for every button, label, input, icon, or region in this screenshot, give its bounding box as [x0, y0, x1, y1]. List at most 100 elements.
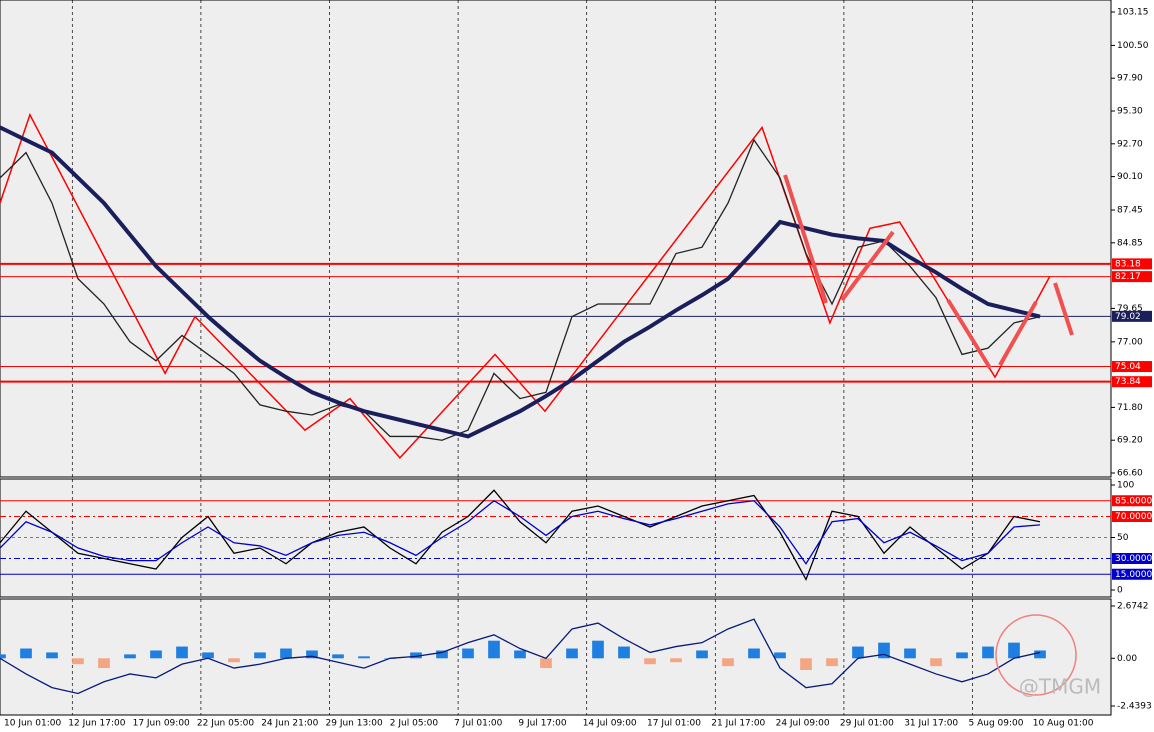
x-tick-label: 21 Jul 17:00 — [711, 719, 765, 729]
histogram-bar — [0, 654, 6, 659]
price-panel — [0, 0, 1112, 478]
level-label-box — [1112, 568, 1152, 580]
x-tick-label: 17 Jul 01:00 — [647, 719, 701, 729]
y-tick-label: 69.20 — [1117, 436, 1143, 446]
histogram-bar — [774, 652, 786, 659]
arrow — [946, 298, 992, 370]
macd-panel — [0, 598, 1112, 716]
histogram-bar — [982, 646, 994, 659]
histogram-bar — [150, 650, 162, 659]
histogram-bar — [956, 652, 968, 659]
level-label: 85.0000 — [1115, 496, 1152, 506]
y-tick-label: 100 — [1117, 481, 1134, 491]
histogram-bar — [696, 650, 708, 659]
y-tick-label: 97.90 — [1117, 74, 1143, 84]
y-tick-label: 66.60 — [1117, 469, 1143, 479]
histogram-bar — [618, 646, 630, 659]
histogram-bar — [20, 648, 32, 659]
histogram-bar — [176, 646, 188, 659]
x-tick-label: 14 Jul 09:00 — [583, 719, 637, 729]
level-label-box — [1112, 495, 1152, 507]
histogram-bar — [878, 642, 890, 659]
histogram-bar — [410, 652, 422, 659]
x-tick-label: 2 Jul 05:00 — [390, 719, 439, 729]
y-tick-label: 2.6742 — [1117, 602, 1149, 612]
highlight-circle — [995, 614, 1077, 696]
histogram-bar — [228, 658, 240, 663]
histogram-bar — [358, 656, 370, 659]
y-tick-label: 0.00 — [1117, 654, 1137, 664]
arrow — [783, 174, 828, 304]
y-tick-label: 92.70 — [1117, 139, 1143, 149]
histogram-bar — [826, 658, 838, 667]
x-tick-label: 29 Jun 13:00 — [326, 719, 383, 729]
stoch-panel — [0, 478, 1112, 598]
histogram-bar — [72, 658, 84, 665]
level-label: 15.0000 — [1115, 570, 1152, 580]
histogram-bar — [1008, 642, 1020, 659]
histogram-bar — [436, 650, 448, 659]
level-label: 83.18 — [1115, 259, 1141, 269]
level-label-box — [1112, 310, 1152, 322]
series-line — [0, 138, 1041, 441]
series-line — [0, 618, 1041, 695]
level-label: 79.02 — [1115, 312, 1141, 322]
arrow — [998, 301, 1038, 366]
arrow — [1053, 282, 1074, 336]
histogram-bar — [280, 648, 292, 659]
histogram-bar — [748, 648, 760, 659]
y-tick-label: 103.15 — [1117, 8, 1149, 18]
histogram-bar — [644, 658, 656, 665]
x-tick-label: 12 Jun 17:00 — [68, 719, 125, 729]
x-tick-label: 10 Jun 01:00 — [4, 719, 61, 729]
level-label-box — [1112, 511, 1152, 522]
y-tick-label: 84.85 — [1117, 238, 1143, 248]
y-tick-label: 90.10 — [1117, 172, 1143, 182]
arrow — [840, 230, 895, 302]
histogram-bar — [930, 658, 942, 667]
level-label-box — [1112, 553, 1152, 564]
histogram-bar — [46, 652, 58, 659]
zigzag — [0, 112, 1051, 459]
level-label: 30.0000 — [1115, 554, 1152, 564]
x-tick-label: 24 Jul 09:00 — [776, 719, 830, 729]
histogram-bar — [1034, 650, 1046, 659]
histogram-bar — [904, 648, 916, 659]
histogram-bar — [800, 658, 812, 671]
histogram-bar — [202, 652, 214, 659]
histogram-bar — [306, 650, 318, 659]
y-tick-label: 87.45 — [1117, 206, 1143, 216]
x-tick-label: 7 Jul 01:00 — [454, 719, 503, 729]
level-label: 75.04 — [1115, 362, 1141, 372]
x-tick-label: 9 Jul 17:00 — [518, 719, 567, 729]
y-tick-label: 71.80 — [1117, 403, 1143, 413]
level-label-box — [1112, 376, 1152, 388]
level-label-box — [1112, 258, 1152, 270]
level-label: 82.17 — [1115, 272, 1141, 282]
histogram-bar — [254, 652, 266, 659]
y-tick-label: 77.00 — [1117, 337, 1143, 347]
x-tick-label: 31 Jul 17:00 — [904, 719, 958, 729]
histogram-bar — [514, 650, 526, 659]
histogram-bar — [124, 654, 136, 659]
level-label-box — [1112, 361, 1152, 373]
x-tick-label: 5 Aug 09:00 — [969, 719, 1024, 729]
x-tick-label: 24 Jun 21:00 — [261, 719, 318, 729]
histogram-bar — [670, 658, 682, 663]
y-tick-label: 95.30 — [1117, 107, 1143, 117]
x-tick-label: 10 Aug 01:00 — [1033, 719, 1094, 729]
histogram-bar — [488, 640, 500, 659]
histogram-bar — [332, 654, 344, 659]
series-line — [0, 499, 1041, 565]
level-label-box — [1112, 271, 1152, 283]
x-tick-label: 17 Jun 09:00 — [133, 719, 190, 729]
histogram-bar — [98, 658, 110, 669]
level-label: 73.84 — [1115, 377, 1141, 387]
y-tick-label: 79.65 — [1117, 304, 1143, 314]
watermark: @TMGM — [1019, 675, 1101, 699]
y-tick-label: 50 — [1117, 533, 1129, 543]
y-tick-label: 0 — [1117, 586, 1123, 596]
histogram-bar — [462, 648, 474, 659]
histogram-bar — [566, 648, 578, 659]
histogram-bar — [852, 646, 864, 659]
